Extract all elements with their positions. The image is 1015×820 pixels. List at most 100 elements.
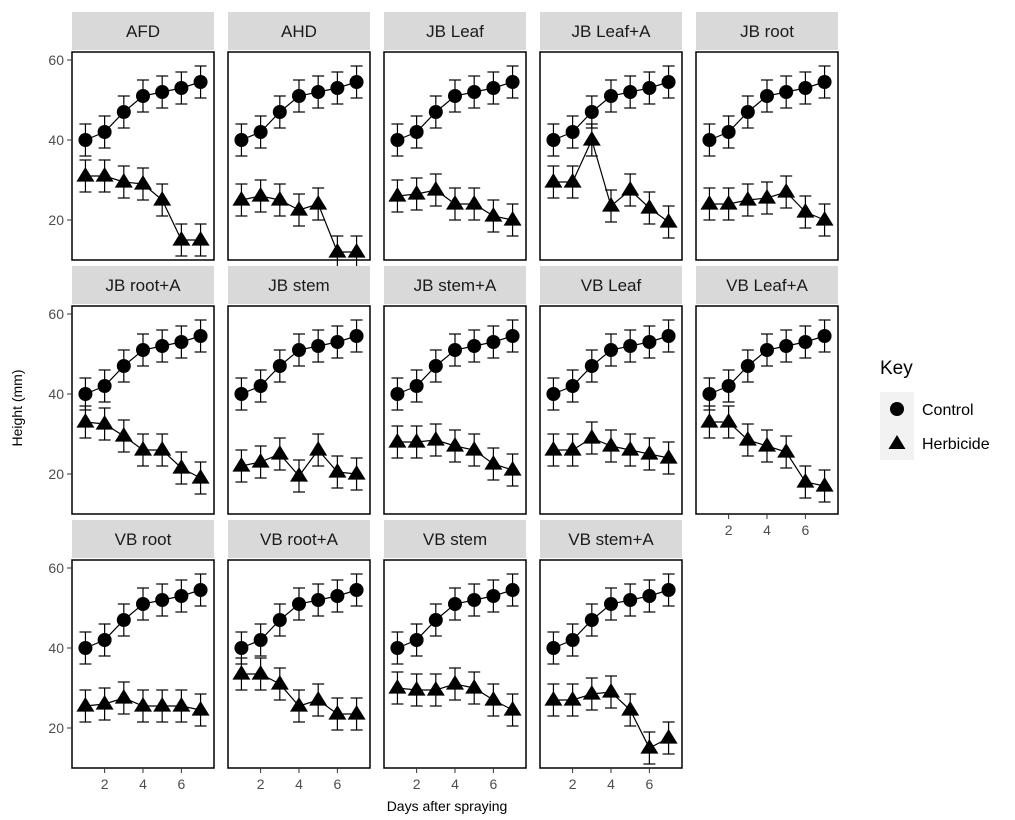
x-tick-label-vb-stem-plusa-6: 6 [645,776,653,792]
control-point-jb-stem-2 [272,359,287,373]
herbicide-point-jb-leaf-5 [484,207,503,222]
herbicide-point-jb-leaf-plusa-4 [621,181,640,196]
strip-label-ahd: AHD [281,22,317,41]
control-point-vb-root-1 [97,633,112,647]
herbicide-point-jb-stem-3 [290,467,308,482]
herbicide-point-jb-stem-plusa-4 [465,441,484,456]
y-tick-label-afd-60: 60 [48,52,64,68]
herbicide-point-vb-leaf-plusa-3 [758,437,776,452]
x-tick-label-vb-stem-4: 4 [451,776,459,792]
control-point-vb-leaf-5 [642,335,657,349]
herbicide-point-jb-leaf-3 [446,195,464,210]
y-tick-label-afd-40: 40 [48,132,64,148]
herbicide-point-jb-leaf-plusa-2 [582,131,601,146]
control-point-jb-root-0 [702,133,717,147]
herbicide-point-jb-leaf-plusa-0 [544,173,563,188]
herbicide-point-vb-leaf-3 [602,437,620,452]
control-point-jb-stem-plusa-1 [409,379,424,393]
x-tick-label-vb-root-plusa-2: 2 [257,776,265,792]
herbicide-point-vb-leaf-5 [640,445,659,460]
control-point-vb-stem-plusa-3 [604,597,618,611]
control-point-vb-root-plusa-6 [349,583,364,597]
control-point-vb-root-5 [174,589,189,603]
control-point-vb-root-0 [78,641,93,655]
strip-vb-stem-plusa [540,520,682,558]
control-point-jb-root-plusa-2 [116,359,131,373]
herbicide-point-vb-stem-2 [426,681,445,696]
herbicide-point-vb-leaf-plusa-2 [738,431,757,446]
strip-label-vb-leaf: VB Leaf [581,276,642,295]
herbicide-point-jb-root-plusa-2 [114,427,133,442]
herbicide-point-jb-stem-plusa-1 [407,433,426,448]
panel-vb-stem: VB stem 2 4 6 [383,520,527,792]
control-point-vb-stem-plusa-6 [661,583,676,597]
control-point-jb-root-plusa-0 [78,387,93,401]
control-point-vb-stem-4 [467,593,482,607]
herbicide-point-vb-stem-4 [465,679,484,694]
panel-ahd: AHD [227,12,371,269]
control-point-jb-leaf-4 [467,85,482,99]
herbicide-point-jb-stem-plusa-5 [484,455,503,470]
herbicide-point-vb-stem-1 [407,681,426,696]
control-point-vb-leaf-2 [584,359,599,373]
x-tick-label-vb-stem-2: 2 [413,776,421,792]
herbicide-point-afd-2 [114,173,133,188]
x-tick-label-vb-root-2: 2 [101,776,109,792]
control-point-vb-stem-6 [505,583,520,597]
control-point-vb-root-plusa-2 [272,613,287,627]
control-point-vb-leaf-plusa-6 [817,329,832,343]
panel-jb-root-plusa: JB root+A 20 40 60 [48,266,215,515]
legend-marker-control [890,402,904,416]
strip-label-jb-leaf: JB Leaf [426,22,484,41]
herbicide-point-ahd-3 [290,201,308,216]
y-tick-label-afd-20: 20 [48,212,64,228]
herbicide-point-jb-stem-6 [347,465,366,480]
panel-vb-leaf-plusa: VB Leaf+A 2 4 6 [695,266,839,538]
control-point-jb-stem-plusa-6 [505,329,520,343]
herbicide-point-vb-stem-plusa-0 [544,691,563,706]
control-point-vb-leaf-plusa-2 [740,359,755,373]
y-tick-label-jb-root-plusa-40: 40 [48,386,64,402]
herbicide-point-vb-stem-plusa-2 [582,685,601,700]
control-point-vb-stem-plusa-4 [623,593,638,607]
legend: Key Control Herbicide [878,352,1013,462]
control-point-ahd-1 [253,125,268,139]
control-point-jb-leaf-6 [505,75,520,89]
control-point-jb-leaf-plusa-5 [642,81,657,95]
control-point-jb-stem-4 [311,339,326,353]
herbicide-point-jb-root-6 [815,211,834,226]
control-point-ahd-6 [349,75,364,89]
legend-label-herbicide: Herbicide [922,436,990,453]
strip-jb-root-plusa [72,266,214,304]
control-point-jb-root-6 [817,75,832,89]
herbicide-point-vb-leaf-plusa-5 [796,473,815,488]
control-point-vb-leaf-plusa-1 [721,379,736,393]
strip-label-afd: AFD [126,22,160,41]
control-point-afd-2 [116,105,131,119]
strip-label-vb-root: VB root [115,530,172,549]
control-point-jb-stem-0 [234,387,249,401]
control-point-jb-root-plusa-5 [174,335,189,349]
control-point-jb-root-1 [721,125,736,139]
control-point-vb-stem-plusa-5 [642,589,657,603]
herbicide-point-vb-stem-plusa-5 [640,739,659,754]
herbicide-point-jb-root-2 [738,191,757,206]
herbicide-point-vb-stem-plusa-4 [621,701,640,716]
panel-jb-stem: JB stem [227,266,371,515]
herbicide-point-afd-0 [76,167,95,182]
strip-ahd [228,12,370,50]
herbicide-point-vb-leaf-0 [544,441,563,456]
strip-label-vb-root-plusa: VB root+A [260,530,339,549]
y-axis-title: Height (mm) [9,369,25,446]
x-tick-label-vb-root-4: 4 [139,776,147,792]
x-tick-label-vb-root-6: 6 [177,776,185,792]
y-tick-label-jb-root-plusa-60: 60 [48,306,64,322]
y-tick-label-jb-root-plusa-20: 20 [48,466,64,482]
herbicide-point-jb-stem-5 [328,463,347,478]
herbicide-point-vb-leaf-6 [659,449,678,464]
herbicide-point-jb-root-5 [796,203,815,218]
control-point-jb-stem-plusa-2 [428,359,443,373]
herbicide-point-jb-root-plusa-5 [172,459,191,474]
strip-label-jb-root: JB root [740,22,794,41]
control-point-vb-leaf-plusa-0 [702,387,717,401]
